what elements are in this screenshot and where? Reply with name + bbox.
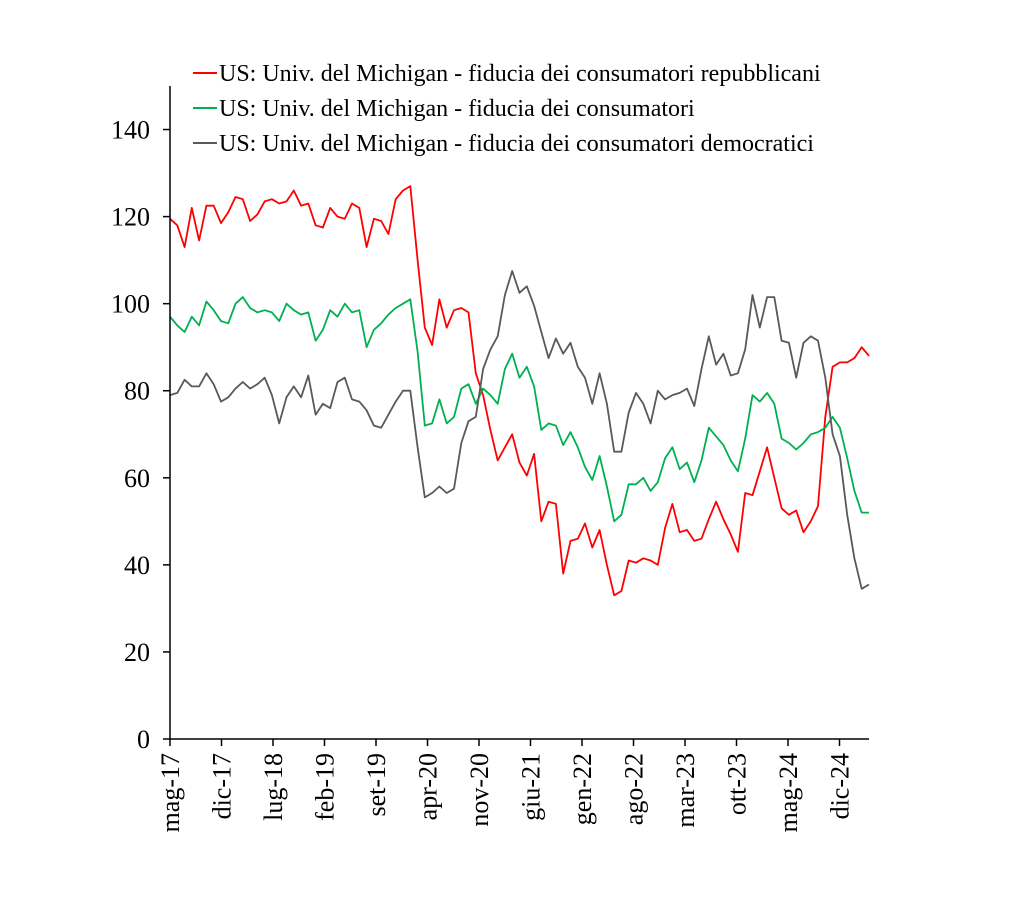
x-tick-label: nov-20	[465, 753, 494, 827]
legend-label-3: US: Univ. del Michigan - fiducia dei con…	[219, 131, 814, 157]
y-tick-label: 140	[111, 116, 150, 145]
y-tick-label: 40	[124, 551, 150, 580]
x-tick-label: ott-23	[723, 753, 752, 815]
x-axis: mag-17 dic-17 lug-18 feb-19 set-19 apr-20 nov-…	[156, 738, 869, 832]
series-line-1	[169, 185, 870, 597]
plot-area	[169, 185, 870, 597]
x-tick-label: dic-17	[208, 753, 237, 819]
x-tick-label: feb-19	[311, 753, 340, 821]
x-tick-label: apr-20	[414, 753, 443, 820]
x-tick-label: mag-17	[156, 753, 185, 832]
x-tick-label: set-19	[362, 753, 391, 817]
y-tick-label: 60	[124, 464, 150, 493]
y-axis: 0 20 40 60 80 100 120 140	[111, 86, 171, 754]
x-tick-label: gen-22	[568, 753, 597, 825]
x-tick-label: mag-24	[774, 753, 803, 832]
legend-label-1: US: Univ. del Michigan - fiducia dei con…	[219, 61, 821, 87]
y-tick-label: 100	[111, 290, 150, 319]
y-tick-label: 20	[124, 638, 150, 667]
legend-label-2: US: Univ. del Michigan - fiducia dei con…	[219, 96, 695, 122]
y-tick-label: 0	[137, 725, 150, 754]
x-tick-label: lug-18	[259, 753, 288, 821]
legend: US: Univ. del Michigan - fiducia dei con…	[193, 61, 821, 157]
series-line-3	[169, 270, 870, 590]
x-tick-label: ago-22	[620, 753, 649, 825]
x-tick-label: mar-23	[671, 753, 700, 828]
y-tick-label: 80	[124, 377, 150, 406]
x-tick-label: giu-21	[517, 753, 546, 821]
y-tick-label: 120	[111, 203, 150, 232]
x-tick-label: dic-24	[826, 753, 855, 819]
series-line-2	[169, 296, 869, 523]
